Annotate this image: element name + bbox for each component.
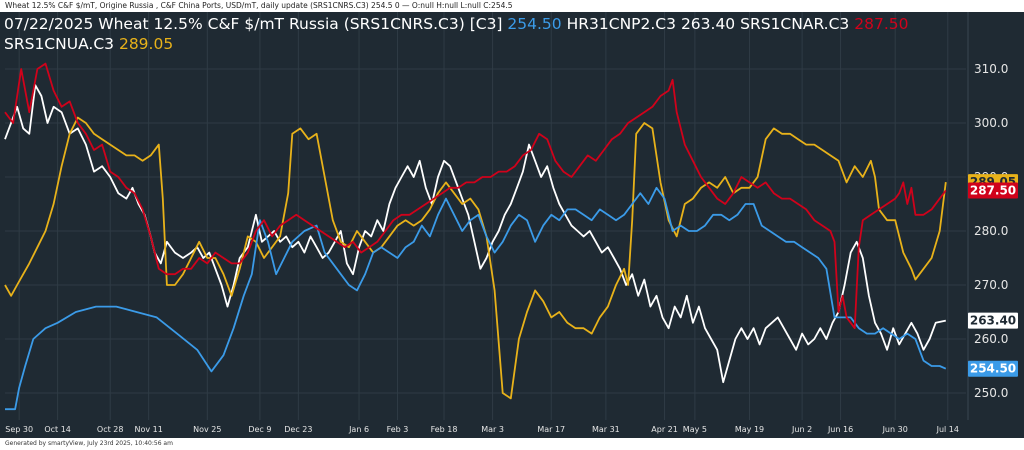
series-line-hr31cnp2-c3[interactable] [4,84,946,384]
legend-srs1cnrs-value: 254.50 [507,15,562,33]
x-tick-label: May 19 [735,425,764,434]
x-tick-label: Dec 23 [284,425,312,434]
x-tick-label: Mar 17 [537,425,565,434]
legend-hr31cnp2-name: HR31CNP2.C3 [566,15,676,33]
legend-srs1cnar-name: SRS1CNAR.C3 [740,15,850,33]
y-tick-label: 250.0 [974,386,1008,400]
x-tick-label: Oct 14 [44,425,71,434]
y-tick-label: 270.0 [974,278,1008,292]
x-tick-label: Apr 21 [651,425,678,434]
legend-srs1cnua-name: SRS1CNUA.C3 [4,35,115,53]
x-tick-label: Mar 31 [592,425,620,434]
x-tick-label: Oct 28 [97,425,124,434]
x-tick-label: Jul 14 [936,425,959,434]
x-tick-label: Dec 9 [248,425,271,434]
x-tick-label: Feb 3 [387,425,409,434]
last-value-label: 263.40 [970,314,1016,328]
legend-srs1cnar-value: 287.50 [854,15,909,33]
legend-title: 07/22/2025 Wheat 12.5% C&F $/mT Russia (… [4,15,503,33]
series-line-srs1cnua-c3[interactable] [4,116,947,400]
series-line-srs1cnrs-c3[interactable] [5,186,947,411]
x-tick-label: Nov 11 [134,425,162,434]
x-tick-label: Nov 25 [193,425,221,434]
grid-lines [5,12,969,420]
y-tick-label: 300.0 [974,116,1008,130]
x-tick-label: Jun 2 [791,425,812,434]
x-tick-label: Jan 6 [348,425,369,434]
last-value-badge [968,182,1018,199]
x-tick-label: Feb 18 [431,425,458,434]
x-tick-label: Mar 3 [481,425,504,434]
y-tick-label: 280.0 [974,224,1008,238]
last-value-badge [968,312,1018,329]
x-tick-label: Sep 30 [5,425,33,434]
y-tick-label: 260.0 [974,332,1008,346]
x-tick-label: Jun 16 [827,425,853,434]
legend-hr31cnp2-value: 263.40 [680,15,736,33]
chart-header-info: Wheat 12.5% C&F $/mT, Origine Russia , C… [0,0,1024,12]
chart-legend: 07/22/2025 Wheat 12.5% C&F $/mT Russia (… [4,14,972,54]
last-value-badge [968,360,1018,377]
x-tick-label: May 5 [683,425,707,434]
last-value-label: 287.50 [970,184,1016,198]
legend-srs1cnua-value: 289.05 [118,35,174,53]
series-line-srs1cnar-c3[interactable] [4,62,947,330]
last-value-label: 254.50 [970,362,1016,376]
x-tick-label: Jun 30 [882,425,908,434]
series-lines [4,62,947,411]
y-tick-label: 310.0 [974,62,1008,76]
x-axis: Sep 30 Oct 14 Oct 28 Nov 11 Nov 25 Dec 9 Dec 2… [5,425,959,434]
generated-by-footer: Generated by smartyView, July 23rd 2025,… [0,438,1024,450]
